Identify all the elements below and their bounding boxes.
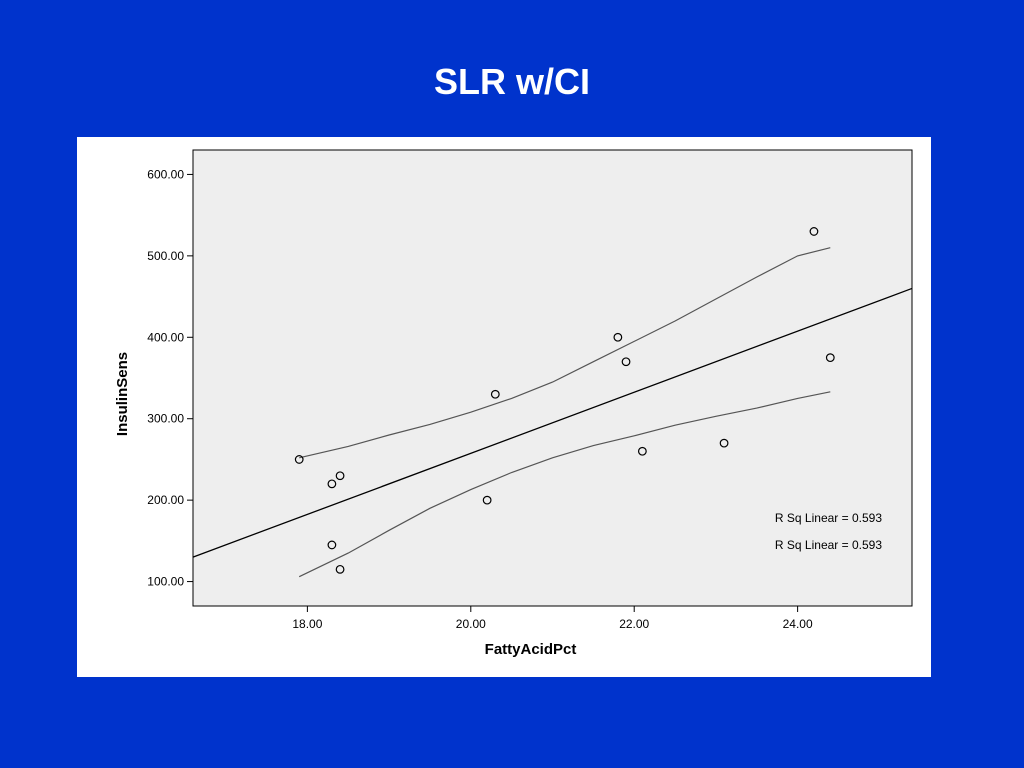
- regression-line: [192, 287, 913, 558]
- y-axis: 100.00 200.00 300.00 400.00 500.00 600.00: [147, 167, 193, 589]
- y-axis-title: InsulinSens: [114, 352, 131, 436]
- x-tick-label: 24.00: [783, 617, 813, 631]
- y-tick-label: 600.00: [147, 167, 184, 181]
- data-point: [637, 446, 647, 456]
- data-point: [621, 357, 631, 367]
- x-tick-label: 20.00: [456, 617, 486, 631]
- regression-line-group: [192, 287, 913, 558]
- x-tick-label: 22.00: [619, 617, 649, 631]
- x-tick-label: 18.00: [292, 617, 322, 631]
- y-tick-label: 400.00: [147, 330, 184, 344]
- data-point: [613, 332, 623, 342]
- data-point: [490, 389, 500, 399]
- plot-frame: [192, 149, 913, 607]
- y-tick-label: 200.00: [147, 493, 184, 507]
- ci-lower-curve: [298, 391, 831, 578]
- data-point: [327, 540, 337, 550]
- data-point: [809, 227, 819, 236]
- y-tick-label: 100.00: [147, 575, 184, 589]
- x-axis: 18.00 20.00 22.00 24.00: [292, 606, 813, 631]
- legend: R Sq Linear = 0.593 R Sq Linear = 0.593: [775, 511, 882, 552]
- data-point: [335, 564, 345, 574]
- ci-upper-curve: [299, 247, 831, 459]
- data-point: [719, 438, 729, 448]
- y-tick-label: 500.00: [147, 249, 184, 263]
- plot-area: [193, 150, 912, 606]
- scatter-chart: 100.00 200.00 300.00 400.00 500.00 600.00 18.…: [114, 149, 913, 658]
- y-tick-label: 300.00: [147, 412, 184, 426]
- slide-title: SLR w/CI: [433, 61, 590, 102]
- legend-entry: R Sq Linear = 0.593: [775, 538, 882, 552]
- chart-panel: 100.00 200.00 300.00 400.00 500.00 600.00 18.…: [77, 137, 931, 677]
- data-point: [825, 353, 835, 363]
- data-point: [294, 455, 304, 464]
- data-points: [294, 227, 835, 574]
- data-point: [482, 495, 492, 505]
- x-axis-title: FattyAcidPct: [485, 641, 577, 658]
- data-point: [335, 471, 345, 481]
- confidence-band: [298, 247, 831, 578]
- legend-entry: R Sq Linear = 0.593: [775, 511, 882, 525]
- data-point: [327, 479, 337, 489]
